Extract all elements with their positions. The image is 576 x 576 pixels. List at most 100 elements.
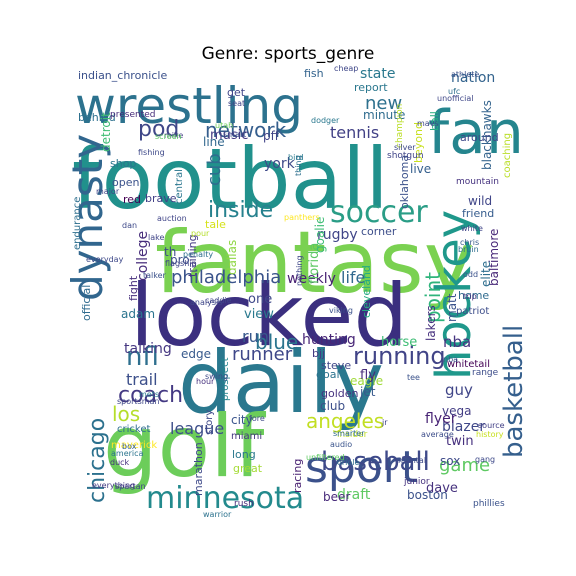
- word-basketball: basketball: [499, 325, 529, 458]
- word-ufc: ufc: [448, 87, 460, 96]
- word-football: football: [72, 130, 389, 228]
- word-weekly: weekly: [287, 271, 336, 287]
- word-lake: lake: [148, 233, 164, 242]
- word-dave: dave: [426, 481, 458, 496]
- word-source: source: [478, 421, 505, 430]
- word-odd: odd: [463, 270, 478, 279]
- word-philadelphia: philadelphia: [171, 267, 281, 288]
- word-detroit: detroit: [99, 112, 113, 152]
- word-smarter: smarter: [333, 429, 365, 438]
- word-screen: screen: [155, 132, 182, 141]
- word-eagle: eagle: [350, 374, 383, 388]
- word-beyond: beyond: [412, 122, 425, 163]
- word-boston: boston: [407, 488, 448, 502]
- word-rugby: rugby: [317, 227, 358, 243]
- word-average: average: [421, 430, 454, 439]
- word-great: great: [233, 462, 263, 475]
- word-fishing: fishing: [138, 148, 165, 157]
- word-hockey: hockey: [426, 210, 482, 380]
- word-state: state: [360, 66, 395, 82]
- word-line: line: [203, 135, 225, 149]
- word-guy: guy: [445, 381, 473, 399]
- word-vega: vega: [442, 404, 471, 418]
- word-dallas: dallas: [225, 240, 239, 275]
- word-bruin: bruin: [458, 245, 479, 254]
- word-tee: tee: [407, 373, 420, 382]
- word-run: run: [242, 327, 269, 346]
- word-story: story: [204, 410, 215, 435]
- word-silver: silver: [394, 143, 416, 152]
- word-inside: inside: [208, 198, 273, 223]
- word-oklahoma: oklahoma: [398, 155, 411, 209]
- word-caddie: caddie: [205, 296, 232, 305]
- word-jr: jr: [381, 418, 388, 427]
- word-white: white: [461, 224, 483, 233]
- word-angeles: angeles: [306, 409, 384, 433]
- word-goalie: goalie: [313, 217, 327, 253]
- word-dodger: dodger: [311, 116, 340, 125]
- word-los: los: [112, 402, 140, 426]
- word-blackhawks: blackhawks: [480, 100, 494, 170]
- word-analysis: analysis: [190, 298, 222, 307]
- word-pro: pro: [170, 253, 190, 267]
- word-spartan: spartan: [115, 482, 146, 491]
- word-fantasy: fantasy: [155, 213, 475, 313]
- word-fan: fan: [428, 98, 524, 168]
- word-unofficial: unofficial: [437, 94, 474, 103]
- word-penalty: penalty: [183, 250, 213, 259]
- word-blazer: blazer: [442, 419, 485, 435]
- word-goal: goal: [316, 368, 340, 381]
- word-hour: hour: [196, 377, 215, 386]
- word-matt: matt: [445, 293, 459, 322]
- word-coach: coach: [118, 383, 183, 408]
- word-red: red: [123, 193, 141, 206]
- word-pff: pff: [263, 129, 280, 143]
- word-insider: insider: [337, 430, 368, 440]
- word-horse: horse: [381, 335, 417, 350]
- word-cheap: cheap: [334, 64, 358, 73]
- word-nation: nation: [451, 70, 495, 86]
- word-corner: corner: [361, 225, 397, 238]
- word-presented: presented: [110, 110, 155, 120]
- word-behind: behind: [78, 111, 116, 124]
- word-dynasty: dynasty: [63, 134, 112, 301]
- word-prospect: prospect: [220, 357, 231, 401]
- word-cleveland: cleveland: [360, 265, 373, 318]
- word-life: life: [341, 268, 365, 287]
- word-one: one: [248, 292, 272, 307]
- word-major: major: [96, 187, 120, 196]
- word-nothing: nothing: [295, 255, 304, 286]
- word-audio: audio: [330, 440, 352, 449]
- word-rush: rush: [234, 499, 254, 509]
- word-soccer: soccer: [330, 195, 428, 230]
- word-mental: mental: [398, 456, 426, 465]
- word-warrior: warrior: [203, 510, 232, 519]
- word-new: new: [365, 93, 402, 114]
- word-gang: gang: [475, 455, 495, 464]
- word-bird: bird: [288, 153, 304, 162]
- word-ball: ball: [428, 111, 441, 131]
- word-open: open: [112, 176, 139, 189]
- word-mets: mets: [139, 390, 159, 399]
- word-around: around: [460, 131, 499, 144]
- word-fly: fly: [360, 368, 376, 383]
- word-indian-chronicle: indian_chronicle: [78, 69, 167, 82]
- word-get: get: [227, 86, 246, 99]
- word-pod: pod: [138, 117, 179, 142]
- word-central: central: [174, 169, 185, 204]
- word-brave: brave: [145, 192, 177, 205]
- word-history: history: [476, 430, 504, 439]
- word-duck: duck: [110, 458, 130, 467]
- word-point: point: [421, 272, 445, 323]
- word-chris: chris: [460, 238, 479, 247]
- word-minnesota: minnesota: [146, 481, 304, 516]
- word-panthers: panthers: [284, 213, 320, 222]
- word-champion: champion: [395, 104, 405, 148]
- word-maverick: maverick: [111, 440, 157, 451]
- word-marathon: marathon: [192, 442, 205, 496]
- word-fish: fish: [304, 67, 324, 80]
- word-game: game: [439, 455, 490, 476]
- word-elite: elite: [479, 261, 493, 287]
- word-cub: cub: [204, 153, 225, 186]
